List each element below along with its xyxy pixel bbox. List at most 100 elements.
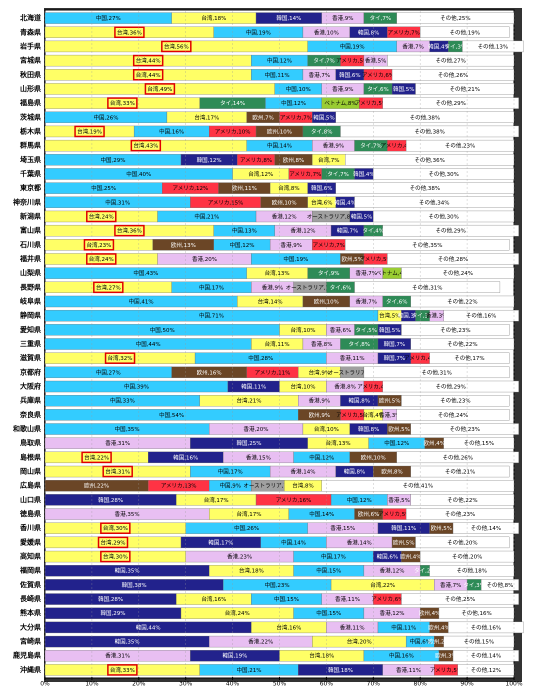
data-label: 欧州,4% — [424, 439, 445, 447]
data-label: その他,8% — [486, 581, 513, 589]
y-tick-label: 千葉県 — [20, 169, 41, 178]
data-label: タイ,8% — [311, 127, 332, 135]
data-label: その他,23% — [440, 397, 470, 405]
data-label: その他,22% — [447, 496, 477, 504]
data-label: 中国,21% — [194, 212, 219, 220]
data-label: アメリカ,7% — [289, 171, 321, 178]
data-label: その他,13% — [478, 42, 508, 50]
y-tick-label: 広島県 — [20, 481, 41, 490]
data-label: 台湾,16% — [201, 595, 226, 603]
data-label: 中国,17% — [218, 468, 243, 476]
data-label: 台湾,19% — [77, 127, 102, 135]
data-label: 台湾,7% — [318, 156, 339, 164]
data-label: 韓国,25% — [237, 439, 262, 447]
data-label: 香港,11% — [396, 666, 421, 674]
data-label: 香港,8% — [334, 383, 355, 391]
data-label: 中国,50% — [150, 326, 175, 334]
data-label: 韓国,5% — [313, 113, 334, 121]
data-label: 台湾,13% — [326, 439, 351, 447]
y-tick-label: 福島県 — [19, 98, 41, 107]
data-label: アメリカ,4% — [404, 355, 436, 362]
data-label: 台湾,33% — [110, 666, 135, 674]
y-tick-label: 佐賀県 — [19, 580, 41, 589]
data-label: 香港,9% — [262, 283, 283, 291]
data-label: 中国,16% — [159, 127, 184, 135]
data-label: 中国,17% — [199, 283, 224, 291]
data-label: 香港,31% — [105, 439, 130, 447]
data-label: その他,14% — [471, 652, 501, 660]
highlight-box — [130, 139, 162, 152]
data-label: アメリカ,7% — [280, 114, 312, 121]
data-label: 香港,7% — [356, 297, 377, 305]
bar-segment — [354, 281, 501, 293]
data-label: 韓国,5% — [393, 85, 414, 93]
data-label: オーストラリア,7% — [243, 483, 292, 490]
data-label: 台湾,17% — [204, 496, 229, 504]
data-label: アメリカ,11% — [255, 369, 291, 376]
data-label: オーストラリア,5% — [328, 369, 377, 376]
highlight-box — [93, 281, 124, 294]
y-tick-label: 三重県 — [20, 339, 41, 348]
highlight-box — [107, 664, 138, 676]
data-label: アメリカ,5% — [336, 412, 368, 419]
bar-segment — [382, 380, 519, 393]
y-tick-label: 青森県 — [20, 27, 41, 36]
bar-segment — [382, 97, 519, 109]
data-label: 台湾,6% — [311, 198, 332, 206]
highlight-box — [161, 40, 192, 53]
data-label: 韓国,11% — [391, 524, 416, 532]
data-label: 欧州,9% — [309, 411, 330, 419]
data-label: 欧州,3% — [435, 652, 456, 660]
data-label: 韓国,4% — [428, 42, 449, 50]
data-label: 香港,11% — [335, 595, 360, 603]
data-label: 台湾,18% — [201, 14, 226, 22]
bar-segment — [354, 196, 515, 208]
bar-segment — [396, 12, 515, 24]
data-label: 香港,7% — [402, 42, 423, 50]
data-label: 韓国,28% — [98, 595, 123, 603]
data-label: その他,41% — [403, 482, 433, 490]
y-tick-label: 滋賀県 — [20, 353, 41, 362]
data-label: その他,36% — [414, 156, 444, 164]
data-label: その他,31% — [421, 368, 451, 376]
data-label: その他,22% — [447, 297, 477, 305]
data-label: 香港,20% — [192, 255, 217, 263]
data-label: タイ,2% — [414, 567, 435, 575]
bar-segment — [415, 536, 510, 549]
data-label: 中国,35% — [115, 425, 140, 433]
bar-segment — [438, 607, 515, 619]
data-label: 欧州,13% — [171, 241, 196, 249]
y-tick-label: 鳥取県 — [20, 438, 41, 447]
data-label: その他,29% — [435, 227, 465, 235]
highlight-box — [144, 83, 176, 95]
y-tick-label: 鹿児島県 — [13, 651, 41, 660]
data-label: その他,12% — [471, 666, 501, 674]
bar-segment — [410, 295, 515, 308]
data-label: 香港,8% — [311, 340, 332, 348]
data-label: 欧州,5% — [431, 524, 452, 532]
data-label: 中国,13% — [232, 227, 257, 235]
data-label: その他,23% — [445, 142, 475, 150]
data-label: 中国,11% — [265, 71, 290, 79]
y-tick-label: 京都府 — [20, 367, 41, 376]
data-label: 台湾,22% — [370, 581, 395, 589]
data-label: 香港,9% — [280, 241, 301, 249]
data-label: 香港,7% — [309, 71, 330, 79]
data-label: その他,15% — [464, 439, 494, 447]
data-label: 欧州,5% — [379, 397, 400, 405]
data-label: 中国,33% — [110, 397, 135, 405]
data-label: 台湾,56% — [164, 42, 189, 50]
data-label: 香港,14% — [347, 538, 372, 546]
data-label: タイ,6% — [367, 85, 388, 93]
data-label: 台湾,18% — [239, 567, 264, 575]
data-label: その他,23% — [440, 326, 470, 334]
data-label: 台湾,36% — [117, 227, 142, 235]
y-tick-label: 宮城県 — [20, 56, 41, 65]
data-label: 中国,12% — [281, 99, 306, 107]
data-label: 香港,31% — [105, 652, 130, 660]
data-label: 台湾,36% — [117, 28, 142, 36]
data-label: その他,31% — [412, 283, 442, 291]
highlight-box — [81, 451, 112, 464]
x-tick-label: 80% — [414, 681, 428, 688]
data-label: 韓国,3% — [398, 312, 419, 320]
